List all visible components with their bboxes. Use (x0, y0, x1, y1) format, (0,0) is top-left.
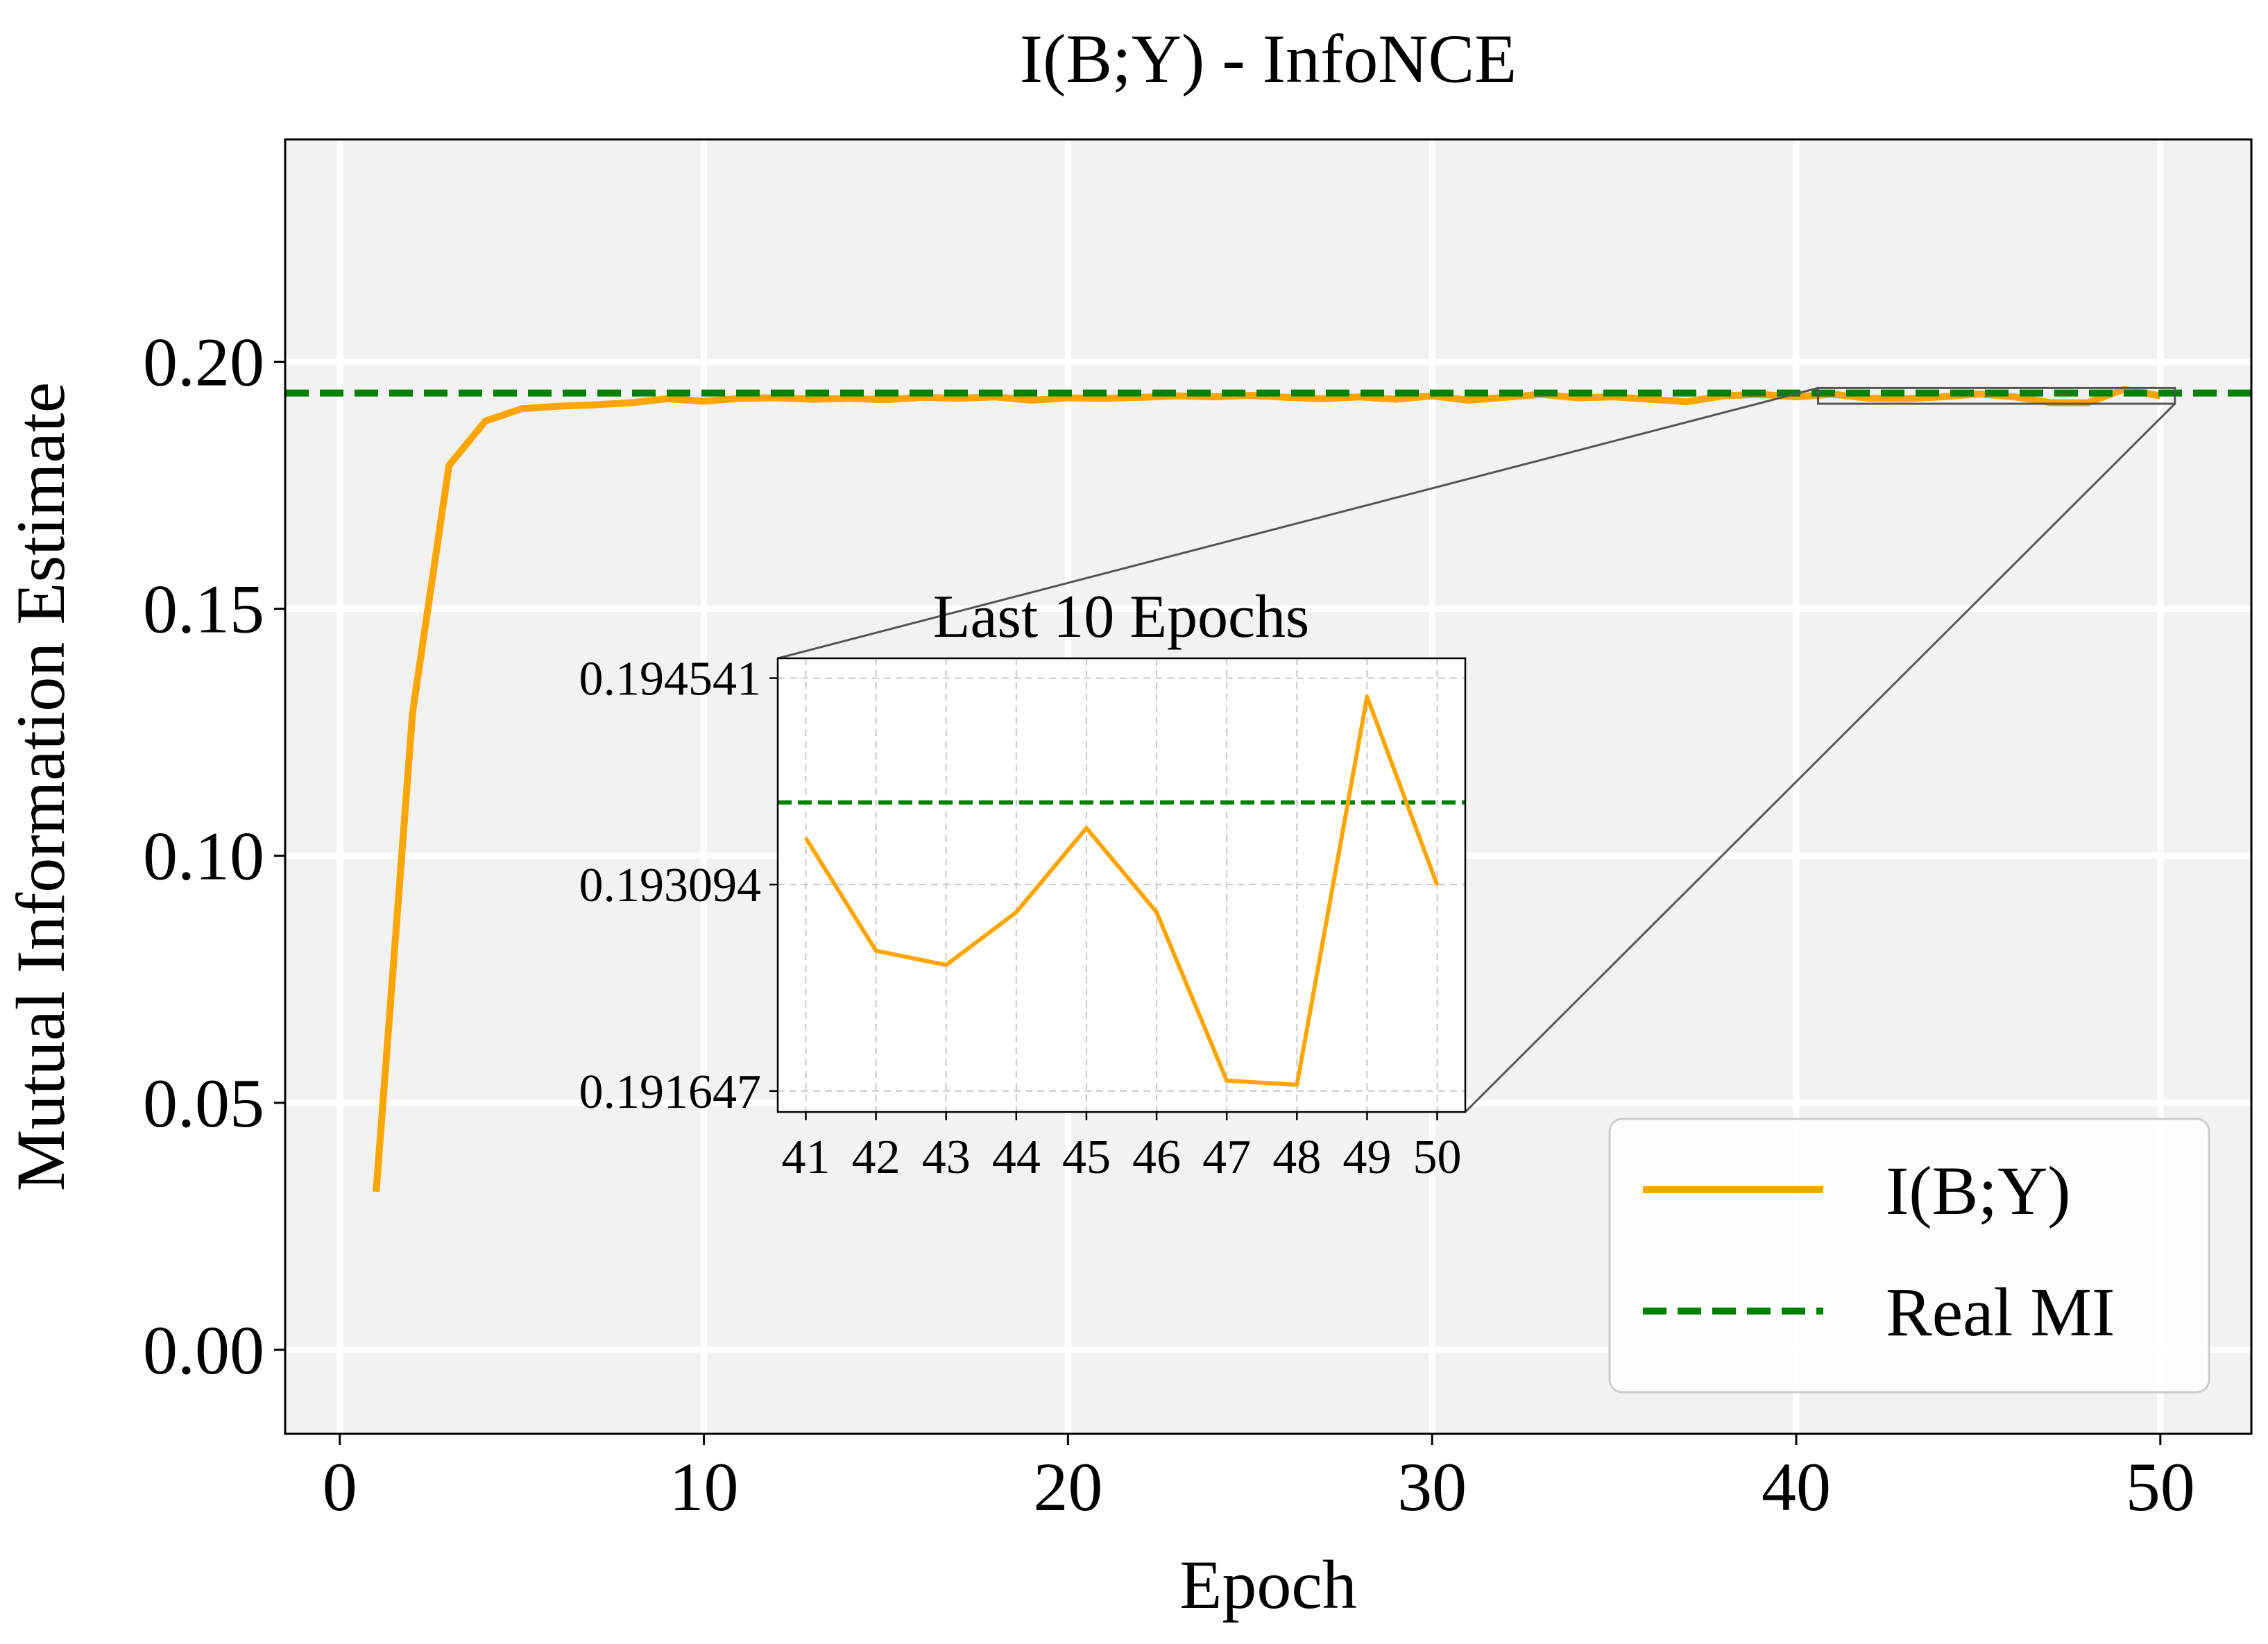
inset-x-tick-label: 43 (922, 1131, 971, 1184)
plot-frame (284, 138, 2253, 1435)
x-tick-label: 40 (1762, 1448, 1831, 1525)
y-tick-label: 0.15 (143, 571, 264, 648)
y-tick-label: 0.10 (143, 818, 264, 895)
inset-y-ticks: 0.191647 0.193094 0.194541 (579, 653, 778, 1119)
y-tick-label: 0.05 (143, 1065, 264, 1142)
x-axis-ticks: 0 10 20 30 40 50 (323, 1434, 2195, 1525)
zoom-indicator (777, 386, 2176, 1113)
inset-x-tick-label: 46 (1132, 1131, 1181, 1184)
x-tick-label: 50 (2126, 1448, 2195, 1525)
y-axis-ticks: 0.00 0.05 0.10 0.15 0.20 (143, 323, 285, 1389)
y-tick-label: 0.00 (143, 1312, 264, 1389)
inset-x-tick-label: 44 (992, 1131, 1041, 1184)
legend-label-real-mi: Real MI (1886, 1274, 2115, 1351)
inset-y-tick-label: 0.194541 (579, 653, 762, 706)
inset-ibY-line (803, 694, 1440, 1087)
inset-x-tick-label: 48 (1272, 1131, 1321, 1184)
x-tick-label: 0 (323, 1448, 357, 1525)
legend-label-ibY: I(B;Y) (1886, 1152, 2071, 1229)
chart-title: I(B;Y) - InfoNCE (1020, 20, 1517, 97)
inset-series (778, 694, 1465, 1087)
inset-x-tick-label: 45 (1062, 1131, 1111, 1184)
x-axis-label: Epoch (1179, 1546, 1356, 1623)
legend: I(B;Y) Real MI (1608, 1118, 2210, 1394)
inset-x-tick-label: 41 (781, 1131, 830, 1184)
inset-x-tick-label: 49 (1342, 1131, 1391, 1184)
inset-x-tick-label: 42 (852, 1131, 901, 1184)
y-tick-label: 0.20 (143, 323, 264, 400)
y-axis-label: Mutual Information Estimate (2, 382, 79, 1191)
x-tick-label: 10 (670, 1448, 739, 1525)
inset-x-tick-label: 47 (1202, 1131, 1251, 1184)
zoom-rectangle (1816, 386, 2176, 405)
zoom-connector (1464, 402, 2176, 1113)
inset-x-tick-label: 50 (1413, 1131, 1462, 1184)
inset-chart: 41 42 43 44 45 46 47 48 49 50 0.1916470.1930940.1… (579, 583, 1467, 1184)
x-tick-label: 30 (1397, 1448, 1467, 1525)
zoom-connector (777, 386, 1818, 660)
main-series (285, 386, 2251, 1192)
inset-y-tick-label: 0.193094 (579, 859, 762, 912)
inset-x-ticks: 41 42 43 44 45 46 47 48 49 50 (781, 1112, 1462, 1184)
inset-title: Last 10 Epochs (933, 583, 1310, 651)
inset-grid (778, 658, 1465, 1112)
inset-y-tick-label: 0.191647 (579, 1065, 762, 1119)
x-tick-label: 20 (1033, 1448, 1102, 1525)
